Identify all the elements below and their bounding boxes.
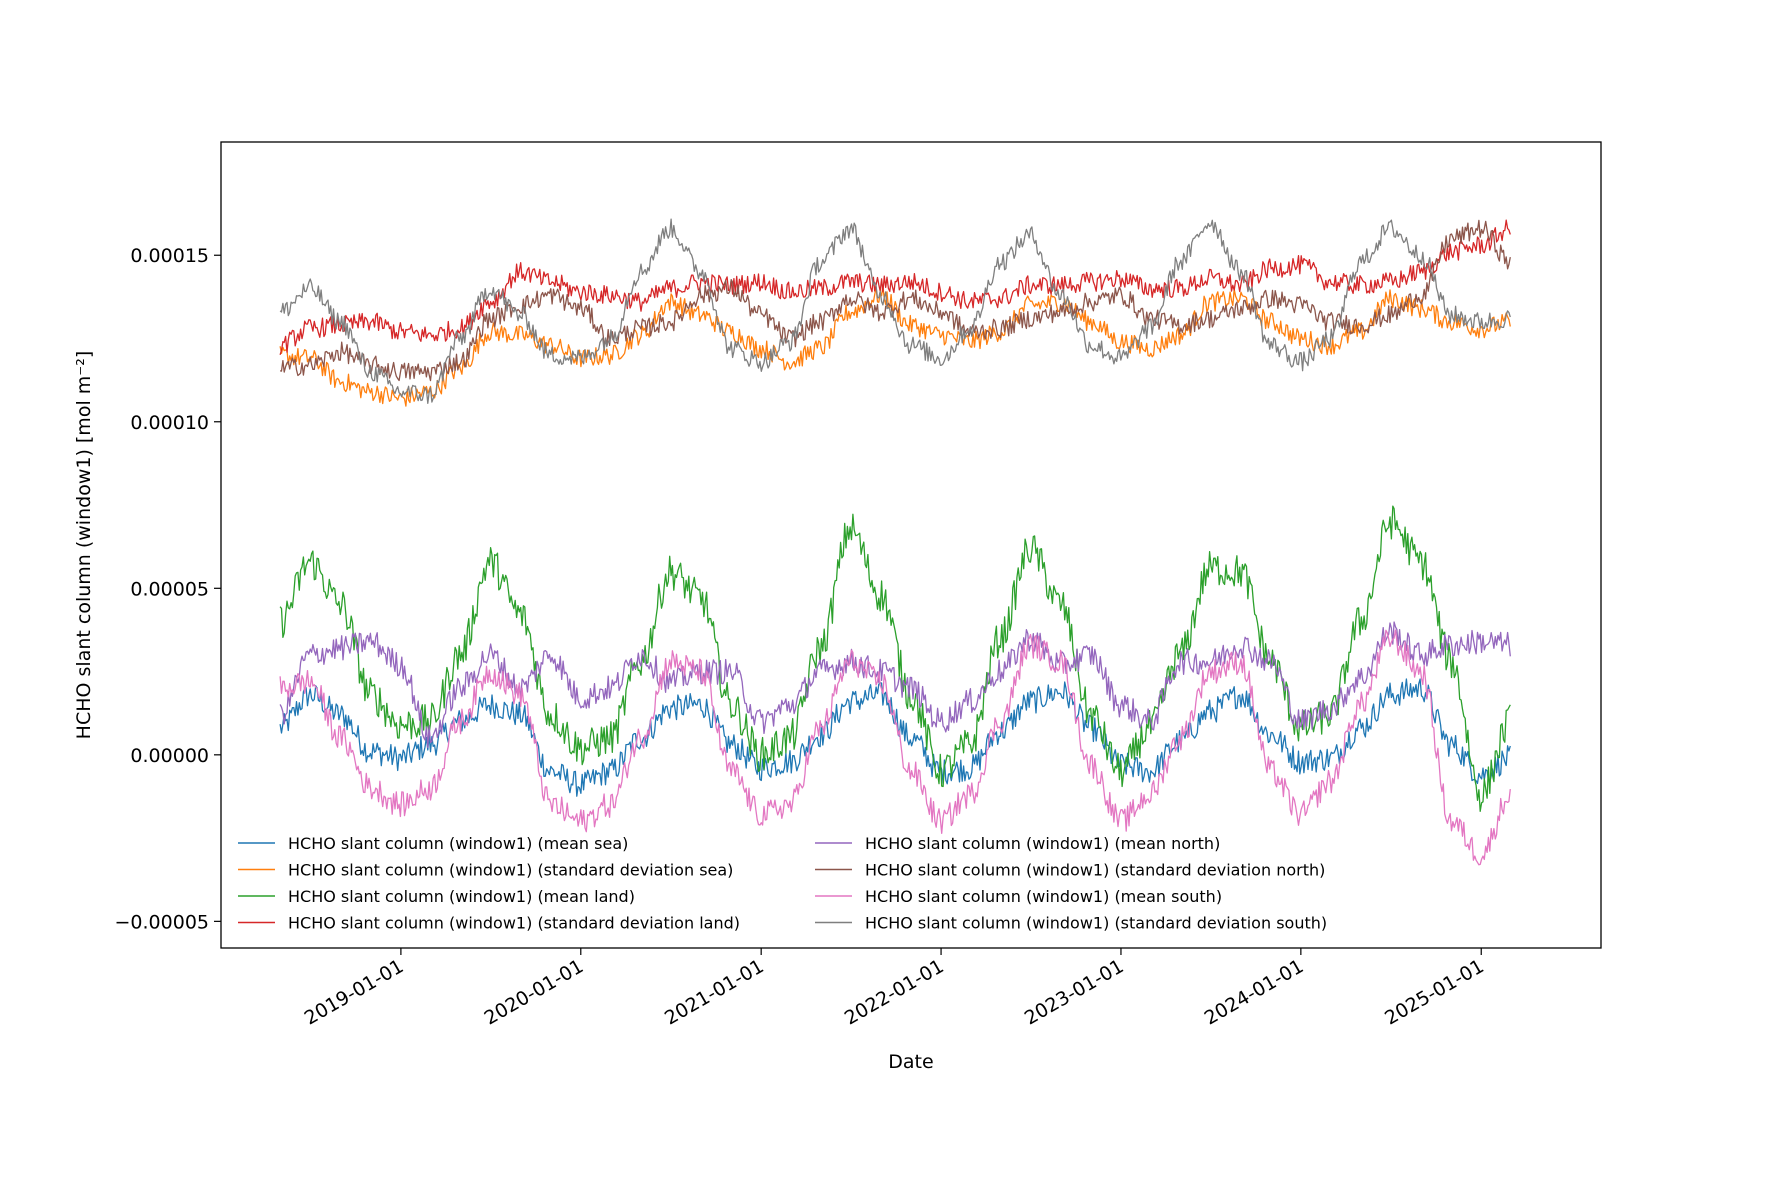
- series-line-8: [279, 218, 1511, 404]
- legend-label: HCHO slant column (window1) (standard de…: [288, 914, 740, 933]
- y-tick-label: 0.00015: [130, 245, 209, 267]
- x-tick-label: 2021-01-01: [661, 955, 768, 1029]
- series-layer: [279, 218, 1511, 866]
- y-axis-label: HCHO slant column (window1) [mol m⁻²]: [73, 351, 95, 740]
- legend: HCHO slant column (window1) (mean sea) HC…: [238, 834, 1327, 933]
- x-axis: 2019-01-01 2020-01-01 2021-01-01 2022-01-01…: [301, 948, 1488, 1030]
- x-tick-label: 2019-01-01: [301, 955, 408, 1029]
- x-tick-label: 2022-01-01: [841, 955, 948, 1029]
- y-tick-label: 0.00010: [130, 412, 209, 434]
- x-tick-label: 2024-01-01: [1201, 955, 1308, 1029]
- y-tick-label: 0.00000: [130, 745, 209, 767]
- legend-label: HCHO slant column (window1) (standard de…: [288, 861, 733, 880]
- plot-frame: [220, 141, 1602, 949]
- x-axis-label: Date: [888, 1051, 933, 1073]
- series-line-6: [279, 219, 1511, 382]
- x-tick-label: 2023-01-01: [1021, 955, 1128, 1029]
- legend-label: HCHO slant column (window1) (mean south): [865, 887, 1222, 906]
- series-line-5: [279, 621, 1511, 749]
- series-line-1: [279, 678, 1511, 797]
- y-tick-label: −0.00005: [115, 911, 210, 933]
- series-line-4: [279, 219, 1511, 355]
- legend-label: HCHO slant column (window1) (standard de…: [865, 914, 1327, 933]
- x-tick-label: 2025-01-01: [1381, 955, 1488, 1029]
- x-tick-label: 2020-01-01: [481, 955, 588, 1029]
- series-line-2: [279, 285, 1511, 407]
- legend-label: HCHO slant column (window1) (standard de…: [865, 861, 1325, 880]
- series-line-7: [279, 629, 1511, 866]
- y-tick-label: 0.00005: [130, 578, 209, 600]
- legend-label: HCHO slant column (window1) (mean land): [288, 887, 635, 906]
- y-axis: −0.00005 0.00000 0.00005 0.00010 0.00015: [115, 245, 221, 933]
- legend-label: HCHO slant column (window1) (mean north): [865, 834, 1220, 853]
- legend-label: HCHO slant column (window1) (mean sea): [288, 834, 628, 853]
